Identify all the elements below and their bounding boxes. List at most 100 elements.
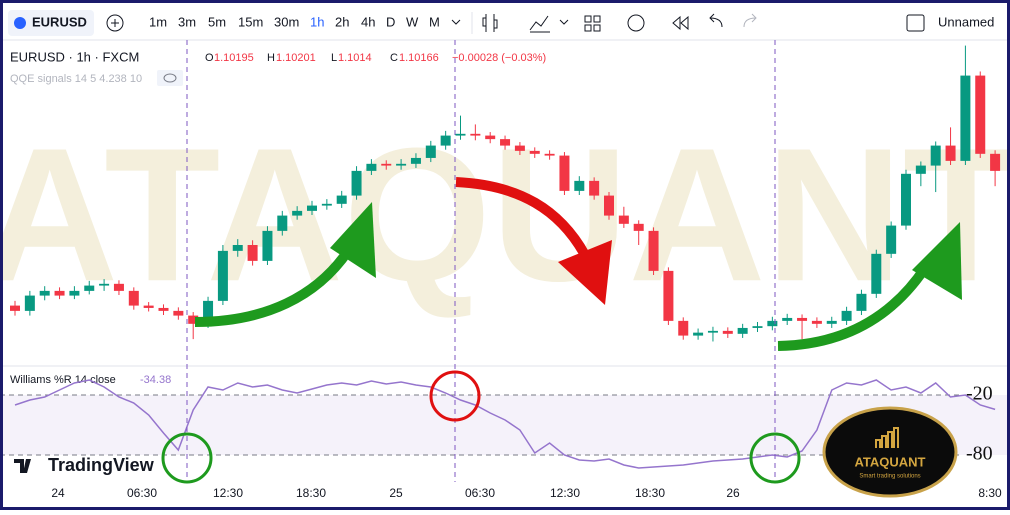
tradingview-icon (14, 459, 31, 473)
candle-body (633, 223, 644, 231)
candle-body (262, 230, 273, 261)
down-arrow (455, 177, 590, 258)
dropdown-icon[interactable] (559, 19, 569, 25)
timeframe[interactable]: 1m (149, 14, 167, 29)
candle-body (841, 310, 852, 321)
candle-body (366, 163, 377, 171)
candle-body (247, 245, 258, 261)
layout-name[interactable]: Unnamed (938, 14, 994, 29)
candle-body (648, 230, 659, 271)
candle-body (782, 317, 793, 321)
candle-body (767, 320, 778, 327)
candle-body (69, 290, 80, 296)
candle-body (945, 145, 956, 161)
timeframe[interactable]: 4h (361, 14, 375, 29)
candle-body (826, 320, 837, 324)
candle-body (470, 133, 481, 136)
add-button[interactable] (106, 14, 124, 32)
logo-name: ATAQUANT (854, 454, 925, 469)
logo-tagline: Smart trading solutions (859, 474, 920, 480)
replay-icon[interactable] (672, 15, 689, 31)
toolbar: EURUSD 1m 3m 5m 15m 30m 1h 2h 4h D W M U… (0, 10, 1010, 41)
layout-icon[interactable] (584, 15, 592, 23)
timeframe[interactable]: 5m (208, 14, 226, 29)
undo-icon[interactable] (709, 13, 723, 28)
logo-icon (875, 427, 899, 448)
redo-icon[interactable] (743, 13, 757, 28)
ohlc-value: 1.10201 (276, 52, 316, 64)
timeframe-active[interactable]: 1h (310, 14, 324, 29)
up-arrow (194, 237, 360, 327)
x-tick-label: 12:30 (213, 486, 243, 500)
candle-body (455, 133, 466, 136)
candle-body (930, 145, 941, 166)
candles-icon[interactable] (482, 14, 498, 32)
candle-body (232, 245, 243, 251)
candle-body (158, 307, 169, 311)
x-tick-label: 06:30 (465, 486, 495, 500)
candle-body (113, 283, 124, 291)
candle-body (797, 317, 808, 321)
highlight-circle (429, 370, 481, 422)
timeframe[interactable]: D (386, 14, 395, 29)
timeframe[interactable]: 2h (335, 14, 349, 29)
candle-body (440, 135, 451, 146)
candle-body (589, 180, 600, 196)
oscillator-title: Williams %R 14 close (10, 374, 116, 386)
candle-body (856, 293, 867, 311)
up-arrow (777, 265, 930, 351)
alert-icon[interactable] (627, 14, 645, 32)
candle-body (54, 290, 65, 296)
highlight-circle (749, 432, 801, 484)
oscillator-value: -34.38 (140, 374, 171, 386)
oscillator-line (14, 379, 996, 469)
candle-body (203, 300, 214, 324)
candle-body (722, 330, 733, 334)
indicators-icon[interactable] (529, 15, 550, 33)
candle-body (752, 326, 763, 328)
x-tick-label: 06:30 (127, 486, 157, 500)
candle-body (901, 173, 911, 226)
candle-body (663, 270, 674, 321)
candle-body (381, 163, 392, 166)
candle-body (336, 195, 347, 204)
candle-body (188, 315, 199, 324)
candle-body (514, 145, 525, 151)
timeframe[interactable]: M (429, 14, 440, 29)
candle-body (574, 180, 585, 191)
candle-body (173, 310, 184, 316)
candle-body (811, 320, 822, 324)
candle-body (128, 290, 139, 306)
candle-body (410, 157, 421, 164)
timeframe[interactable]: 30m (274, 14, 299, 29)
ohlc-label: O (205, 52, 214, 64)
y-tick-label: -20 (966, 383, 993, 405)
highlight-circle (161, 432, 213, 484)
layout-icon (593, 24, 601, 32)
tradingview-logo: TradingView (48, 455, 155, 475)
symbol[interactable]: EURUSD (32, 14, 87, 29)
timeframe[interactable]: W (406, 14, 419, 29)
candle-body (500, 139, 511, 146)
y-tick-label: -80 (966, 443, 993, 465)
x-tick-label: 12:30 (550, 486, 580, 500)
timeframe[interactable]: 15m (238, 14, 263, 29)
x-tick-label: 18:30 (635, 486, 665, 500)
layout-button[interactable] (906, 14, 925, 32)
ohlc-value: 1.1014 (338, 52, 372, 64)
logo-badge (822, 406, 958, 498)
symbol-button[interactable] (8, 10, 94, 36)
arrow-head (912, 222, 962, 300)
candle-body (871, 253, 882, 294)
dropdown-icon[interactable] (451, 19, 461, 25)
x-tick-label: 8:30 (978, 486, 1002, 500)
x-tick-label: 24 (51, 486, 65, 500)
candle-body (24, 295, 35, 311)
timeframe[interactable]: 3m (178, 14, 196, 29)
candle-body (321, 203, 332, 206)
candle-body (529, 150, 540, 154)
visibility-button[interactable] (157, 70, 183, 86)
candle-body (10, 305, 20, 311)
